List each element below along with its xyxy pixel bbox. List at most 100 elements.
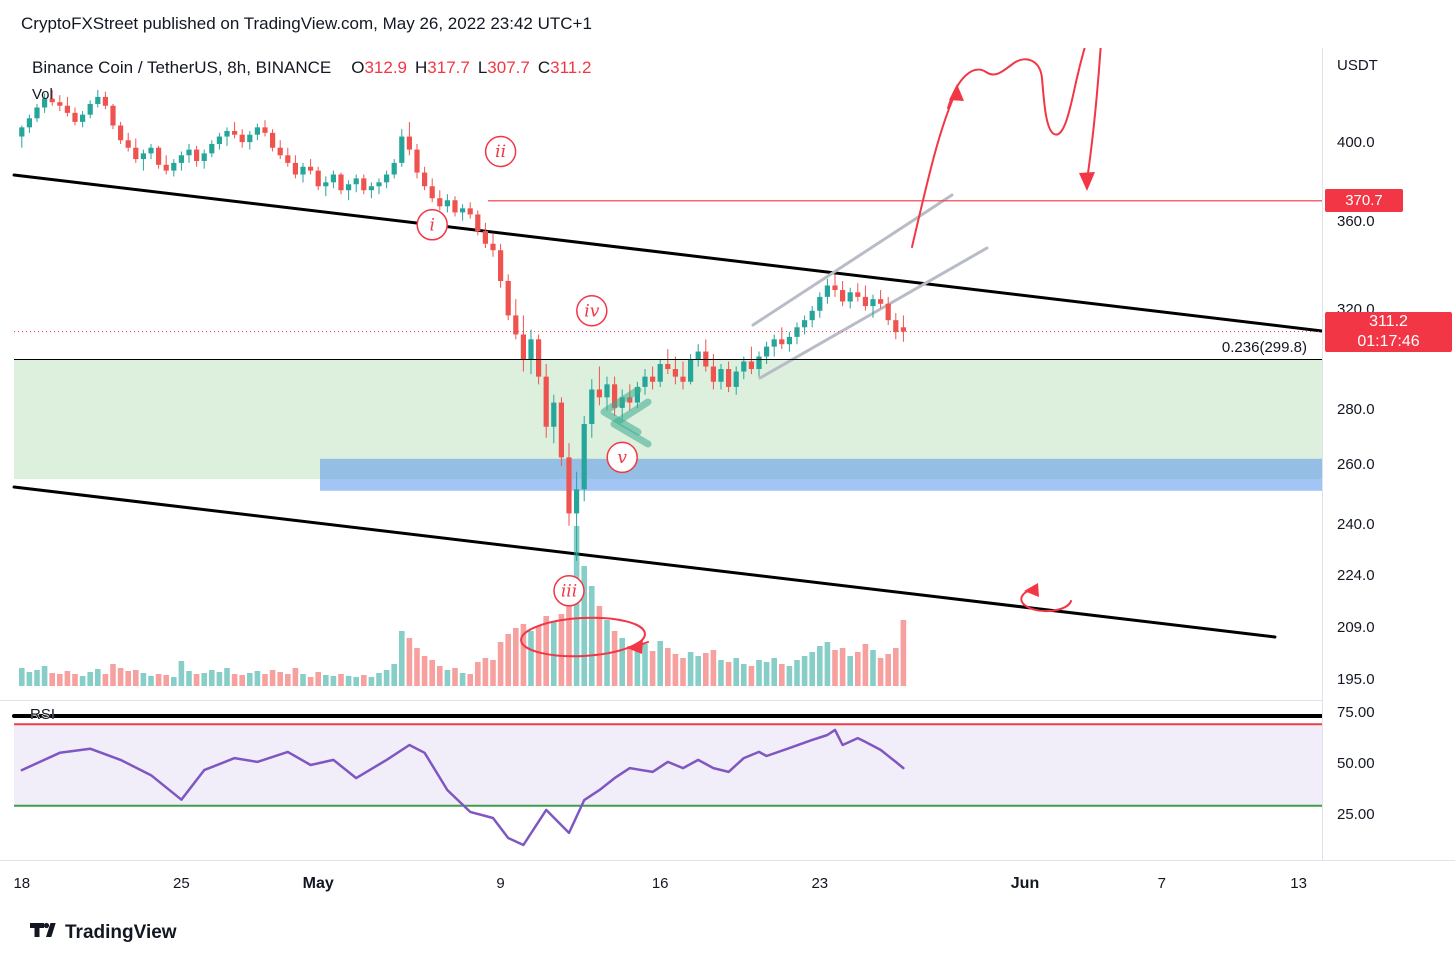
wave-label-text: v <box>617 448 627 468</box>
volume-bar <box>452 668 458 686</box>
volume-bar <box>292 668 299 686</box>
volume-bar <box>596 606 603 686</box>
price-axis[interactable]: USDT 370.7 311.2 01:17:46 400.0 360.0 320.… <box>1322 48 1455 860</box>
volume-bar <box>239 675 245 686</box>
ohlc-value: 311.2 <box>550 58 592 77</box>
candle-body <box>452 200 458 213</box>
volume-bar <box>338 674 344 686</box>
candle-body <box>756 356 762 370</box>
candle-body <box>802 320 808 328</box>
bar-countdown-text: 01:17:46 <box>1357 333 1420 350</box>
candle-body <box>102 96 108 106</box>
volume-bar <box>642 644 648 686</box>
time-tick-label: May <box>302 875 334 892</box>
volume-bar <box>444 670 451 686</box>
volume-bar <box>163 675 169 686</box>
teal-chevron-arrow-icon <box>610 398 652 448</box>
volume-bar <box>695 656 701 686</box>
volume-bar <box>254 671 261 686</box>
candle-body <box>498 250 504 281</box>
price-tick-label: 280.0 <box>1337 400 1375 418</box>
pane-separator[interactable] <box>0 700 1455 701</box>
candle-body <box>368 186 374 191</box>
wave-label-circle[interactable] <box>576 295 608 327</box>
volume-bar <box>467 674 473 686</box>
volume-bar <box>406 638 413 686</box>
candle-body <box>657 363 663 382</box>
candle-body <box>95 96 101 104</box>
attribution-text: CryptoFXStreet published on TradingView.… <box>21 14 592 33</box>
channel-line-1[interactable] <box>751 193 954 327</box>
candle-body <box>581 424 587 490</box>
chart-area[interactable]: i ii iii iv v Binance Coin / TetherUS, 8h, B… <box>0 48 1455 909</box>
volume-bar <box>429 660 435 686</box>
candle-body <box>840 290 846 302</box>
volume-series <box>19 526 907 686</box>
upper-trendline[interactable] <box>12 173 1324 333</box>
candle-body <box>209 143 215 154</box>
rsi-indicator-label[interactable]: RSI <box>30 706 56 723</box>
price-tick-label: 195.0 <box>1337 670 1375 688</box>
ohlc-key: O <box>351 58 365 77</box>
wave-label-circle[interactable] <box>606 441 638 474</box>
candle-body <box>163 164 169 171</box>
footer-bar: TradingView <box>0 908 1455 957</box>
candle-body <box>118 125 124 141</box>
volume-bar <box>551 622 557 686</box>
candle-body <box>178 155 184 163</box>
volume-bar <box>794 660 800 686</box>
time-axis[interactable]: 18 25 May 9 16 23 Jun 7 13 <box>0 860 1455 909</box>
volume-bar <box>817 646 823 686</box>
volume-bar <box>277 672 283 686</box>
candle-body <box>893 320 899 333</box>
volume-bar <box>520 624 527 686</box>
last-price-badge: 311.2 01:17:46 <box>1325 312 1452 352</box>
volume-bar <box>125 671 131 686</box>
candle-body <box>80 114 86 122</box>
volume-indicator-label[interactable]: Vol <box>32 86 53 103</box>
volume-bar <box>216 672 223 686</box>
candle-body <box>855 292 861 297</box>
candle-body <box>612 384 618 408</box>
volume-bar <box>34 670 40 686</box>
lower-trendline[interactable] <box>12 485 1277 639</box>
volume-bar <box>414 648 420 686</box>
chart-legend: Binance Coin / TetherUS, 8h, BINANCE O312… <box>32 58 591 78</box>
price-levels <box>14 200 1322 360</box>
candle-body <box>232 131 238 135</box>
wave-label-circle[interactable] <box>553 575 585 607</box>
candle-body <box>688 358 694 382</box>
candle-body <box>764 346 770 357</box>
candle-body <box>437 198 443 207</box>
red-scribble-path <box>911 91 957 248</box>
candle-body <box>247 134 253 143</box>
candle-body <box>133 147 139 160</box>
tradingview-logo-icon[interactable] <box>30 922 56 943</box>
candle-body <box>270 132 276 148</box>
candle-body <box>543 376 549 427</box>
candle-body <box>376 182 382 187</box>
rsi-pane <box>14 723 1322 847</box>
volume-bar <box>49 673 55 686</box>
candle-body <box>239 134 245 143</box>
volume-bar <box>459 673 466 686</box>
candle-body <box>384 174 390 183</box>
candle-body <box>832 285 838 291</box>
volume-bar <box>247 673 253 686</box>
candle-body <box>125 140 131 148</box>
volume-bar <box>475 662 481 686</box>
wave-label-text: iii <box>561 581 577 601</box>
volume-bar <box>748 666 755 686</box>
tradingview-brand[interactable]: TradingView <box>65 921 177 943</box>
candle-body <box>254 127 260 135</box>
wave-label-circle[interactable] <box>484 135 517 168</box>
volume-bar <box>870 650 876 686</box>
candle-body <box>57 102 63 106</box>
ohlc-item: H317.7 <box>415 58 470 77</box>
wave-label-circle[interactable] <box>416 209 448 241</box>
symbol-title[interactable]: Binance Coin / TetherUS, 8h, BINANCE <box>32 58 332 77</box>
candle-body <box>64 105 70 113</box>
candle-body <box>634 386 640 403</box>
ohlc-item: O312.9 <box>351 58 407 77</box>
